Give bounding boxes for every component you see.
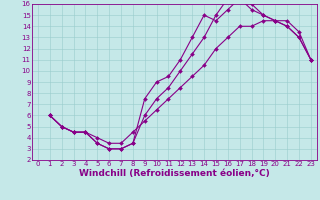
X-axis label: Windchill (Refroidissement éolien,°C): Windchill (Refroidissement éolien,°C) [79, 169, 270, 178]
